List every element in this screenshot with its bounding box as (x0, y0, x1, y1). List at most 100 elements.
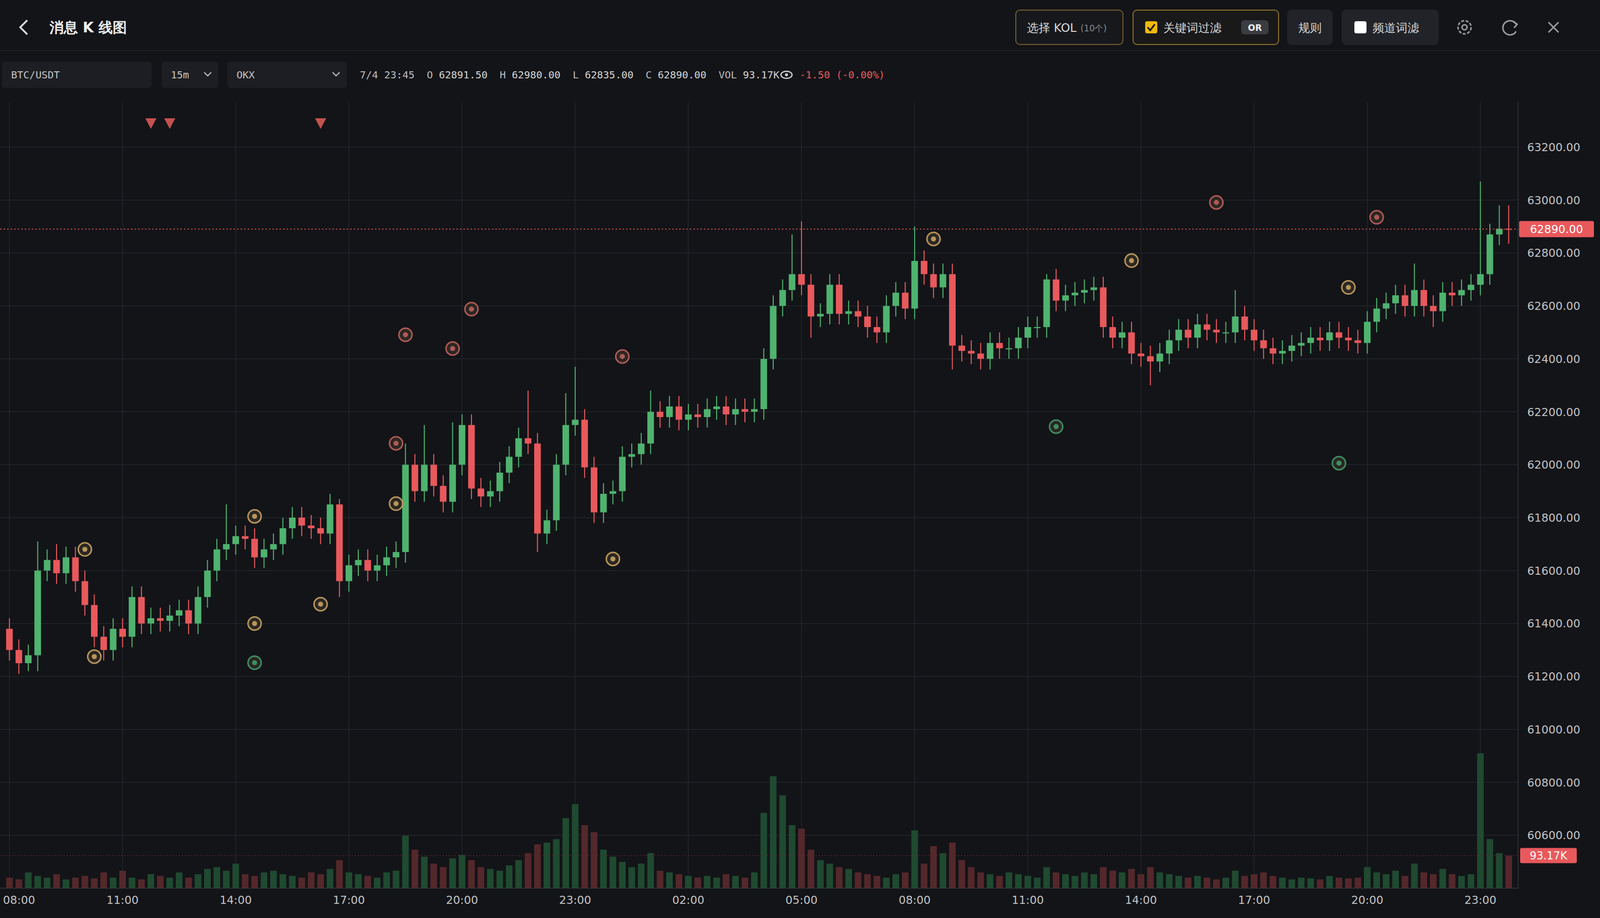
kol-button[interactable] (1015, 10, 1123, 45)
volume-bar (722, 873, 730, 888)
candle-body (204, 570, 211, 597)
message-marker[interactable] (464, 302, 479, 316)
volume-bar (119, 870, 126, 888)
eye-icon[interactable] (780, 71, 792, 79)
h-gridline (0, 623, 1519, 625)
candle-body (1420, 290, 1428, 306)
interval-select[interactable] (161, 61, 219, 88)
message-marker[interactable] (1049, 419, 1063, 434)
message-marker[interactable] (87, 649, 102, 664)
message-marker[interactable] (398, 327, 412, 342)
kol-label: 选择 KOL (1026, 21, 1077, 35)
candle-body (685, 414, 692, 420)
time-tick-label: 05:00 (785, 893, 818, 907)
volume-bar (1212, 879, 1220, 888)
message-marker[interactable] (389, 436, 403, 450)
message-marker[interactable] (615, 349, 629, 363)
volume-bar (854, 872, 862, 888)
exchange-select[interactable] (227, 61, 347, 88)
marker-glyph (252, 513, 258, 519)
volume-bar (430, 863, 438, 889)
info-key: O (426, 68, 433, 81)
volume-bar (1326, 875, 1333, 888)
volume-bar (1052, 872, 1060, 888)
candle-body (411, 464, 418, 491)
candle-body (1109, 326, 1116, 338)
candle-body (251, 538, 258, 558)
candle-body (62, 557, 70, 574)
volume-bar (1165, 873, 1173, 888)
message-marker[interactable] (1332, 456, 1346, 470)
volume-bar (552, 838, 560, 888)
volume-bar (949, 842, 956, 888)
signal-triangle[interactable] (314, 118, 326, 129)
candle-body (609, 491, 617, 494)
candle-body (958, 345, 966, 351)
message-marker[interactable] (1370, 210, 1384, 224)
message-marker[interactable] (1209, 195, 1223, 209)
candle-wick (1149, 345, 1151, 386)
message-marker[interactable] (606, 552, 620, 566)
checkbox[interactable] (1145, 21, 1158, 34)
keyword-filter-button[interactable] (1133, 10, 1279, 45)
last-price-line (0, 228, 1519, 230)
candle-body (666, 406, 673, 417)
volume-bar (1080, 872, 1088, 888)
message-marker[interactable] (389, 496, 403, 510)
candle-body (128, 596, 136, 637)
candle-body (185, 609, 193, 624)
volume-bar (336, 860, 343, 888)
signal-triangle[interactable] (164, 118, 176, 129)
message-marker[interactable] (248, 616, 262, 630)
message-marker[interactable] (446, 341, 460, 355)
message-marker[interactable] (313, 597, 327, 611)
candle-body (1345, 337, 1352, 341)
candle-body (166, 615, 173, 621)
symbol-input[interactable] (2, 61, 152, 88)
candle-body (902, 292, 909, 309)
candle-body (354, 559, 362, 566)
rules-button[interactable] (1287, 10, 1333, 45)
last-price-label: 62890.00 (1530, 222, 1584, 236)
page-title: 消息 K 线图 (49, 19, 127, 36)
refresh-icon[interactable] (1502, 20, 1518, 35)
message-marker[interactable] (1341, 280, 1355, 294)
candle-body (1430, 305, 1437, 311)
back-button[interactable] (20, 20, 28, 35)
volume-guide (0, 855, 1519, 857)
candle-body (392, 551, 400, 557)
time-tick-label: 08:00 (898, 893, 931, 907)
volume-bar (1279, 877, 1286, 888)
message-marker[interactable] (1124, 254, 1139, 268)
volume-bar (1430, 873, 1437, 888)
volume-bar (213, 866, 221, 888)
volume-bar (930, 845, 937, 888)
or-badge[interactable] (1241, 20, 1269, 35)
settings-icon[interactable] (1457, 20, 1472, 34)
message-marker[interactable] (926, 232, 940, 246)
candle-body (807, 284, 815, 317)
price-tick-label: 62200.00 (1527, 405, 1581, 419)
candle-body (1241, 316, 1248, 330)
volume-bar (845, 868, 853, 888)
volume-bar (996, 875, 1003, 888)
candle-body (1288, 345, 1296, 351)
candle-body (1307, 337, 1314, 343)
signal-triangle[interactable] (145, 118, 157, 129)
checkbox[interactable] (1354, 21, 1367, 34)
volume-bar (1250, 873, 1258, 888)
message-marker[interactable] (248, 655, 262, 670)
candle-body (242, 536, 249, 539)
v-gridline (461, 102, 463, 888)
candle-body (996, 342, 1003, 348)
message-marker[interactable] (248, 509, 262, 523)
close-icon[interactable] (1548, 22, 1559, 33)
candle-body (562, 425, 570, 465)
channel-filter-button[interactable] (1342, 10, 1439, 45)
message-marker[interactable] (78, 542, 92, 556)
volume-bar (628, 866, 636, 888)
volume-bar (194, 873, 202, 888)
volume-bar (1184, 877, 1192, 888)
price-tick-label: 61800.00 (1527, 511, 1581, 525)
volume-bar (873, 875, 881, 888)
